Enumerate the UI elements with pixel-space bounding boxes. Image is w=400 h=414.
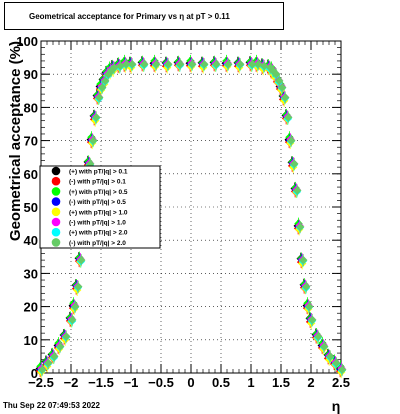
data-point	[302, 282, 311, 291]
x-tick-label: −2.5	[28, 375, 54, 390]
y-tick-label: 50	[24, 200, 38, 215]
data-point	[62, 332, 71, 341]
y-tick-label: 10	[24, 333, 38, 348]
data-point	[176, 60, 185, 69]
y-tick-label: 80	[24, 100, 38, 115]
y-tick-label: 90	[24, 67, 38, 82]
data-point	[320, 342, 329, 351]
legend-marker	[51, 176, 61, 186]
data-point	[116, 61, 125, 71]
y-tick-label: 30	[24, 266, 38, 281]
data-point	[296, 222, 305, 232]
data-point	[326, 352, 335, 361]
x-tick-label: 2.5	[332, 375, 350, 390]
legend-label: (+) with pT/|q| > 2.0	[69, 230, 128, 237]
data-point	[284, 113, 293, 122]
data-point	[98, 83, 107, 92]
data-point	[188, 60, 197, 69]
data-point	[101, 76, 110, 86]
x-tick-label: 0.5	[212, 375, 230, 390]
data-point	[275, 76, 284, 86]
data-point	[314, 332, 323, 341]
data-point	[164, 60, 173, 69]
x-tick-label: 1	[247, 375, 254, 390]
legend-label: (+) with pT/|q| > 0.1	[69, 169, 128, 176]
data-point	[290, 159, 299, 169]
legend: (+) with pT/|q| > 0.1 (-) with pT/|q| > 0…	[39, 165, 161, 249]
data-point	[338, 365, 347, 374]
legend-label: (-) with pT/|q| > 1.0	[69, 220, 126, 227]
y-tick-label: 20	[24, 300, 38, 315]
legend-marker	[51, 187, 61, 196]
data-point	[95, 93, 104, 102]
data-point	[212, 60, 221, 69]
data-point	[89, 136, 98, 145]
legend-marker	[51, 166, 61, 176]
legend-marker	[51, 217, 61, 227]
data-point	[71, 302, 80, 311]
x-tick-label: −2	[64, 375, 79, 390]
data-point	[77, 255, 86, 265]
data-point	[278, 83, 287, 92]
legend-label: (-) with pT/|q| > 0.1	[69, 179, 126, 186]
legend-label: (-) with pT/|q| > 0.5	[69, 199, 126, 206]
legend-label: (+) with pT/|q| > 1.0	[69, 209, 128, 216]
x-tick-label: 0	[187, 375, 194, 390]
data-point	[293, 186, 302, 195]
y-tick-label: 70	[24, 134, 38, 149]
legend-label: (+) with pT/|q| > 0.5	[69, 189, 128, 196]
x-tick-label: −0.5	[148, 375, 174, 390]
data-point	[50, 352, 59, 361]
data-point	[74, 282, 83, 291]
y-tick-label: 60	[24, 167, 38, 182]
y-tick-label: 0	[31, 366, 38, 381]
x-tick-label: −1.5	[88, 375, 114, 390]
data-point	[254, 60, 263, 69]
y-tick-label: 100	[16, 34, 38, 49]
data-point	[248, 60, 257, 69]
data-point	[272, 70, 281, 79]
data-point	[224, 60, 233, 69]
data-point	[140, 60, 149, 69]
data-point	[305, 302, 314, 311]
data-point	[68, 315, 77, 325]
data-point	[122, 60, 131, 69]
data-point	[281, 93, 290, 102]
data-point	[260, 61, 269, 71]
data-point	[200, 60, 209, 69]
timestamp: Thu Sep 22 07:49:53 2022	[3, 401, 100, 410]
data-point	[287, 136, 296, 145]
data-point	[86, 159, 95, 169]
data-point	[38, 365, 47, 374]
data-point	[152, 60, 161, 69]
data-point	[236, 60, 245, 69]
legend-marker	[51, 227, 61, 237]
data-points	[35, 54, 347, 379]
legend-marker	[51, 238, 61, 247]
x-tick-label: 2	[307, 375, 314, 390]
data-point	[56, 342, 65, 351]
x-axis-title: η	[332, 398, 341, 414]
data-point	[44, 358, 53, 368]
legend-label: (-) with pT/|q| > 2.0	[69, 240, 126, 247]
chart-title: Geometrical acceptance for Primary vs η …	[4, 2, 284, 30]
data-point	[110, 63, 119, 72]
legend-marker	[51, 207, 61, 217]
data-point	[308, 315, 317, 325]
y-tick-label: 40	[24, 233, 38, 248]
x-tick-label: −1	[124, 375, 139, 390]
data-point	[332, 358, 341, 368]
data-point	[92, 113, 101, 122]
y-axis-title: Geometrical acceptance (%)	[7, 41, 24, 241]
data-point	[299, 255, 308, 265]
x-tick-label: 1.5	[272, 375, 290, 390]
data-point	[128, 60, 137, 69]
axes: −2.5 −2 −1.5 −1 −0.5 0 0.5 1 1.5 2 2.5 0 10 20 30 40 50 6…	[16, 34, 350, 390]
legend-marker	[51, 197, 61, 206]
